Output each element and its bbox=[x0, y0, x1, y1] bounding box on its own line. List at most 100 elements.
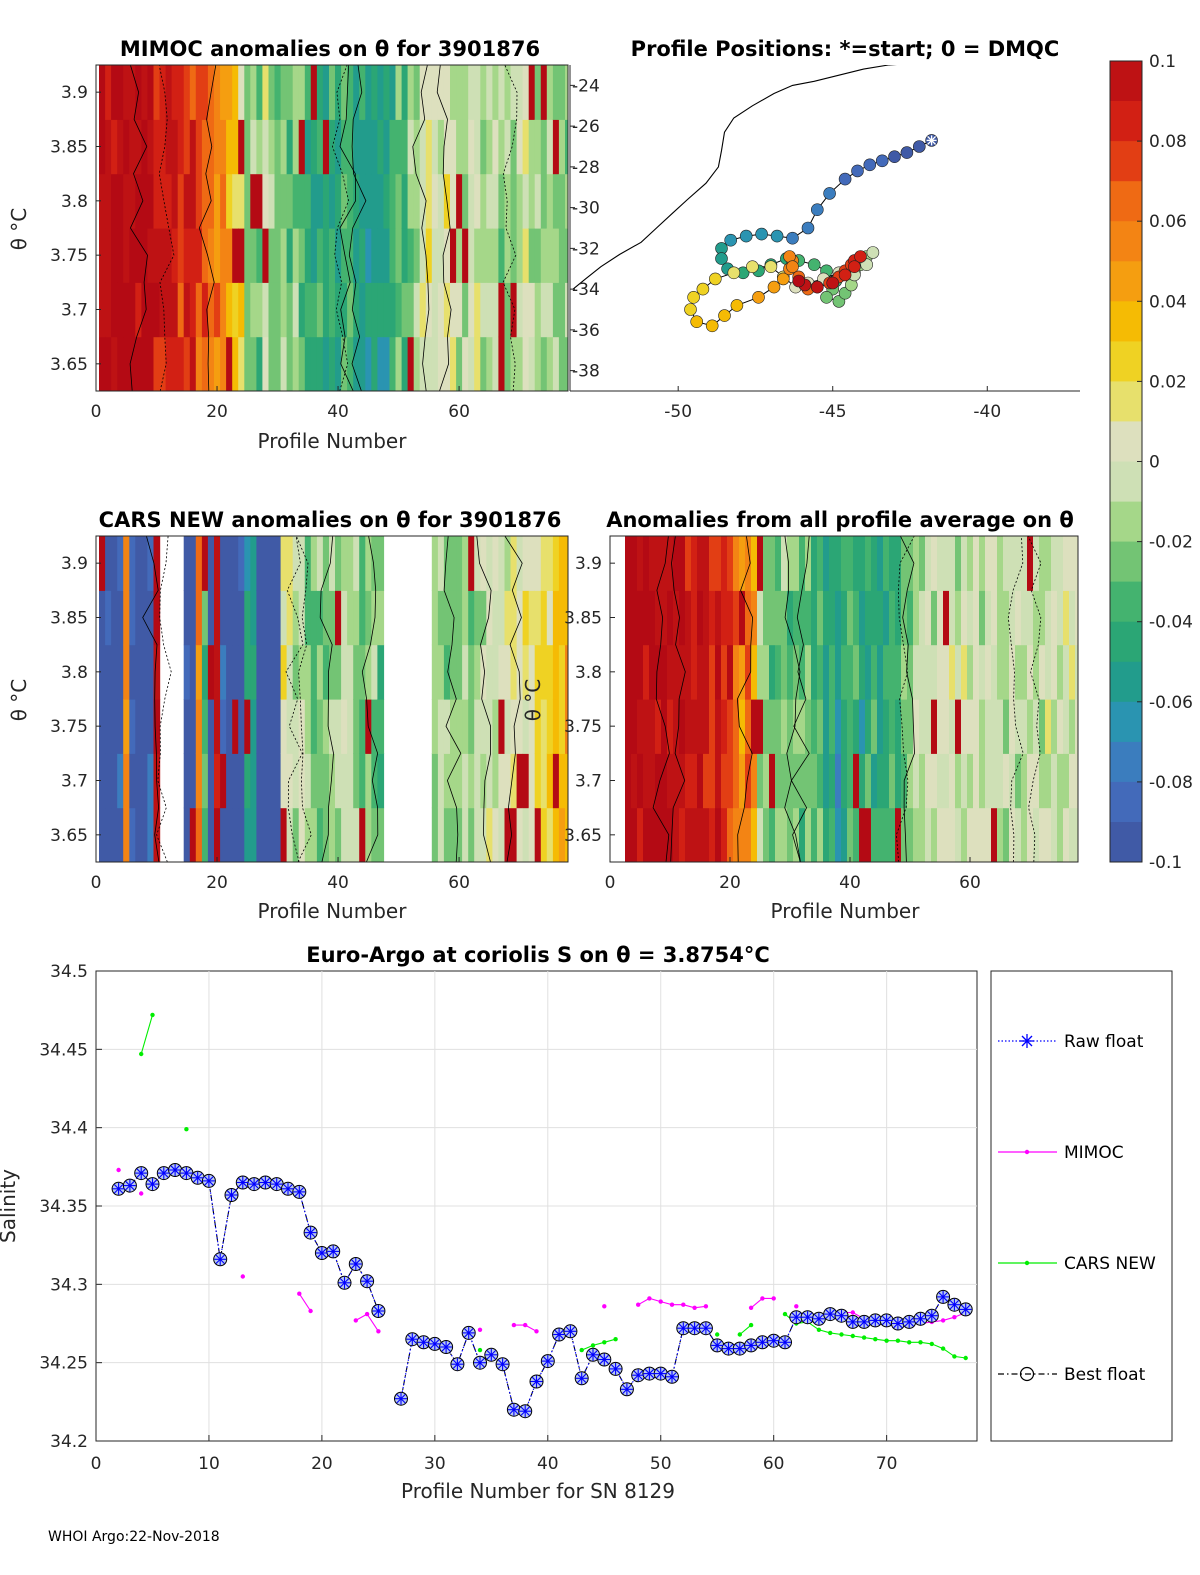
heatmap-cell bbox=[456, 536, 463, 591]
heatmap-cell bbox=[967, 644, 974, 700]
heatmap-cell bbox=[280, 119, 288, 175]
heatmap-cell bbox=[201, 65, 209, 120]
heatmap-cell bbox=[1027, 590, 1034, 646]
raw-float-point bbox=[315, 1247, 328, 1259]
heatmap-cell bbox=[329, 228, 336, 283]
heatmap-cell bbox=[1015, 807, 1022, 862]
heatmap-cell bbox=[859, 699, 866, 754]
heatmap-cell bbox=[250, 699, 257, 754]
heatmap-cell bbox=[419, 228, 427, 283]
heatmap-cell bbox=[661, 807, 668, 862]
heatmap-cell bbox=[745, 590, 752, 646]
raw-float-point bbox=[293, 1185, 306, 1198]
y-tick-label: 34.35 bbox=[39, 1197, 88, 1217]
heatmap-cell bbox=[943, 807, 950, 862]
heatmap-cell bbox=[431, 536, 439, 591]
heatmap-cell bbox=[528, 119, 536, 175]
heatmap-cell bbox=[226, 336, 233, 391]
heatmap-cell bbox=[159, 336, 167, 391]
colorbar-band bbox=[1110, 101, 1142, 142]
raw-float-point bbox=[451, 1358, 464, 1371]
heatmap-cell bbox=[280, 282, 288, 338]
heatmap-cell bbox=[546, 173, 554, 229]
heatmap-cell bbox=[540, 590, 548, 646]
heatmap-cell bbox=[232, 536, 239, 591]
heatmap-cell bbox=[292, 590, 300, 646]
heatmap-cell bbox=[757, 590, 764, 646]
cars-xlabel: Profile Number bbox=[258, 899, 408, 923]
heatmap-cell bbox=[853, 753, 860, 809]
profile-position-marker bbox=[866, 246, 880, 259]
heatmap-cell bbox=[1045, 536, 1052, 591]
heatmap-cell bbox=[474, 282, 481, 338]
heatmap-cell bbox=[310, 282, 318, 338]
raw-float-point bbox=[541, 1355, 554, 1368]
heatmap-cell bbox=[401, 173, 409, 229]
heatmap-cell bbox=[195, 228, 203, 283]
heatmap-cell bbox=[365, 590, 372, 646]
heatmap-cell bbox=[558, 228, 566, 283]
heatmap-cell bbox=[534, 644, 542, 700]
heatmap-cell bbox=[817, 753, 824, 809]
heatmap-cell bbox=[214, 65, 221, 120]
heatmap-cell bbox=[649, 699, 656, 754]
colorbar-tick-label: 0.06 bbox=[1149, 212, 1187, 232]
heatmap-cell bbox=[335, 644, 342, 700]
heatmap-cell bbox=[799, 807, 806, 862]
heatmap-cell bbox=[226, 228, 233, 283]
heatmap-cell bbox=[955, 699, 962, 754]
heatmap-cell bbox=[1039, 807, 1046, 862]
raw-float-point bbox=[440, 1341, 453, 1353]
raw-float-point bbox=[846, 1315, 859, 1328]
mimoc-point bbox=[748, 1305, 754, 1311]
cars-new-point bbox=[748, 1322, 754, 1328]
heatmap-cell bbox=[1075, 644, 1078, 700]
heatmap-cell bbox=[250, 282, 257, 338]
heatmap-cell bbox=[480, 173, 487, 229]
raw-float-point bbox=[914, 1312, 927, 1325]
heatmap-cell bbox=[111, 699, 118, 754]
heatmap-cell bbox=[111, 336, 118, 391]
heatmap-cell bbox=[135, 282, 142, 338]
heatmap-cell bbox=[359, 699, 366, 754]
cars-new-point bbox=[602, 1340, 607, 1345]
heatmap-cell bbox=[437, 753, 445, 809]
heatmap-cell bbox=[292, 753, 300, 809]
heatmap-cell bbox=[883, 536, 890, 591]
mimoc-anomaly-panel: 0 20 40 603.653.73.753.83.853.9 MIMOC anoma… bbox=[7, 37, 569, 453]
heatmap-cell bbox=[201, 807, 209, 862]
footer-credit: WHOI Argo:22-Nov-2018 bbox=[48, 1529, 220, 1545]
heatmap-cell bbox=[335, 536, 342, 591]
heatmap-cell bbox=[546, 753, 554, 809]
heatmap-cell bbox=[697, 807, 704, 862]
heatmap-cell bbox=[811, 536, 818, 591]
heatmap-cell bbox=[709, 753, 716, 809]
heatmap-cell bbox=[117, 282, 124, 338]
heatmap-cell bbox=[486, 699, 493, 754]
heatmap-cell bbox=[425, 173, 433, 229]
heatmap-cell bbox=[256, 807, 264, 862]
heatmap-cell bbox=[226, 119, 233, 175]
heatmap-cell bbox=[316, 807, 324, 862]
colorbar-band bbox=[1110, 701, 1142, 743]
heatmap-cell bbox=[244, 536, 251, 591]
legend: Raw float MIMOC CARS NEW Best float bbox=[990, 970, 1173, 1442]
raw-float-point bbox=[609, 1362, 622, 1375]
heatmap-cell bbox=[877, 807, 884, 862]
heatmap-cell bbox=[129, 699, 136, 754]
heatmap-cell bbox=[135, 119, 142, 175]
heatmap-cell bbox=[1021, 590, 1028, 646]
heatmap-cell bbox=[919, 807, 926, 862]
heatmap-cell bbox=[823, 699, 830, 754]
heatmap-cell bbox=[979, 590, 986, 646]
heatmap-cell bbox=[238, 590, 245, 646]
heatmap-cell bbox=[546, 282, 554, 338]
y-tick-label: 34.45 bbox=[39, 1040, 88, 1060]
heatmap-cell bbox=[401, 119, 409, 175]
heatmap-cell bbox=[250, 753, 257, 809]
heatmap-cell bbox=[111, 282, 118, 338]
heatmap-cell bbox=[456, 65, 463, 120]
heatmap-cell bbox=[335, 807, 342, 862]
heatmap-cell bbox=[159, 119, 167, 175]
heatmap-cell bbox=[371, 699, 378, 754]
